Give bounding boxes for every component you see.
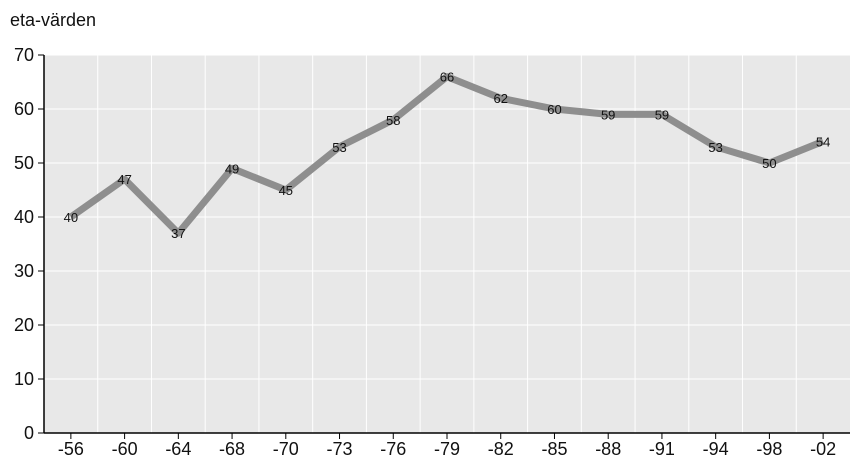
data-label: 47: [117, 172, 131, 187]
data-label: 53: [708, 140, 722, 155]
data-label: 59: [655, 107, 669, 122]
x-tick-label: -82: [488, 439, 514, 459]
x-tick-label: -68: [219, 439, 245, 459]
data-label: 53: [332, 140, 346, 155]
x-tick-label: -88: [595, 439, 621, 459]
y-tick-label: 50: [14, 153, 34, 173]
data-label: 66: [440, 70, 454, 85]
data-label: 40: [64, 210, 78, 225]
x-tick-label: -85: [541, 439, 567, 459]
y-tick-label: 40: [14, 207, 34, 227]
data-label: 58: [386, 113, 400, 128]
data-label: 59: [601, 107, 615, 122]
data-label: 62: [493, 91, 507, 106]
data-labels: 40 47 37 49 45 53 58 66 62 60 59 59 53 50 54: [64, 70, 831, 242]
y-tick-label: 30: [14, 261, 34, 281]
data-label: 54: [816, 134, 830, 149]
x-tick-label: -64: [165, 439, 191, 459]
y-axis: 0 10 20 30 40 50 60 70: [14, 45, 45, 443]
x-tick-label: -70: [273, 439, 299, 459]
x-tick-label: -94: [703, 439, 729, 459]
y-axis-title: eta-värden: [10, 10, 96, 30]
y-tick-label: 60: [14, 99, 34, 119]
data-label: 37: [171, 226, 185, 241]
x-tick-label: -91: [649, 439, 675, 459]
x-axis: -56 -60 -64 -68 -70 -73 -76 -79 -82 -85 -88 -91 -94 -…: [44, 432, 850, 459]
x-tick-label: -79: [434, 439, 460, 459]
x-tick-label: -56: [58, 439, 84, 459]
data-label: 45: [279, 183, 293, 198]
y-tick-label: 20: [14, 315, 34, 335]
data-label: 50: [762, 156, 776, 171]
gridlines: [44, 54, 850, 433]
x-tick-label: -73: [327, 439, 353, 459]
y-tick-label: 10: [14, 369, 34, 389]
series-line: [68, 73, 825, 237]
data-label: 49: [225, 161, 239, 176]
data-series: [68, 73, 825, 237]
x-tick-label: -98: [756, 439, 782, 459]
y-tick-label: 70: [14, 45, 34, 65]
x-tick-label: -76: [380, 439, 406, 459]
x-tick-label: -02: [810, 439, 836, 459]
data-label: 60: [547, 102, 561, 117]
x-tick-label: -60: [112, 439, 138, 459]
y-tick-label: 0: [24, 423, 34, 443]
plot-area: [44, 55, 850, 433]
